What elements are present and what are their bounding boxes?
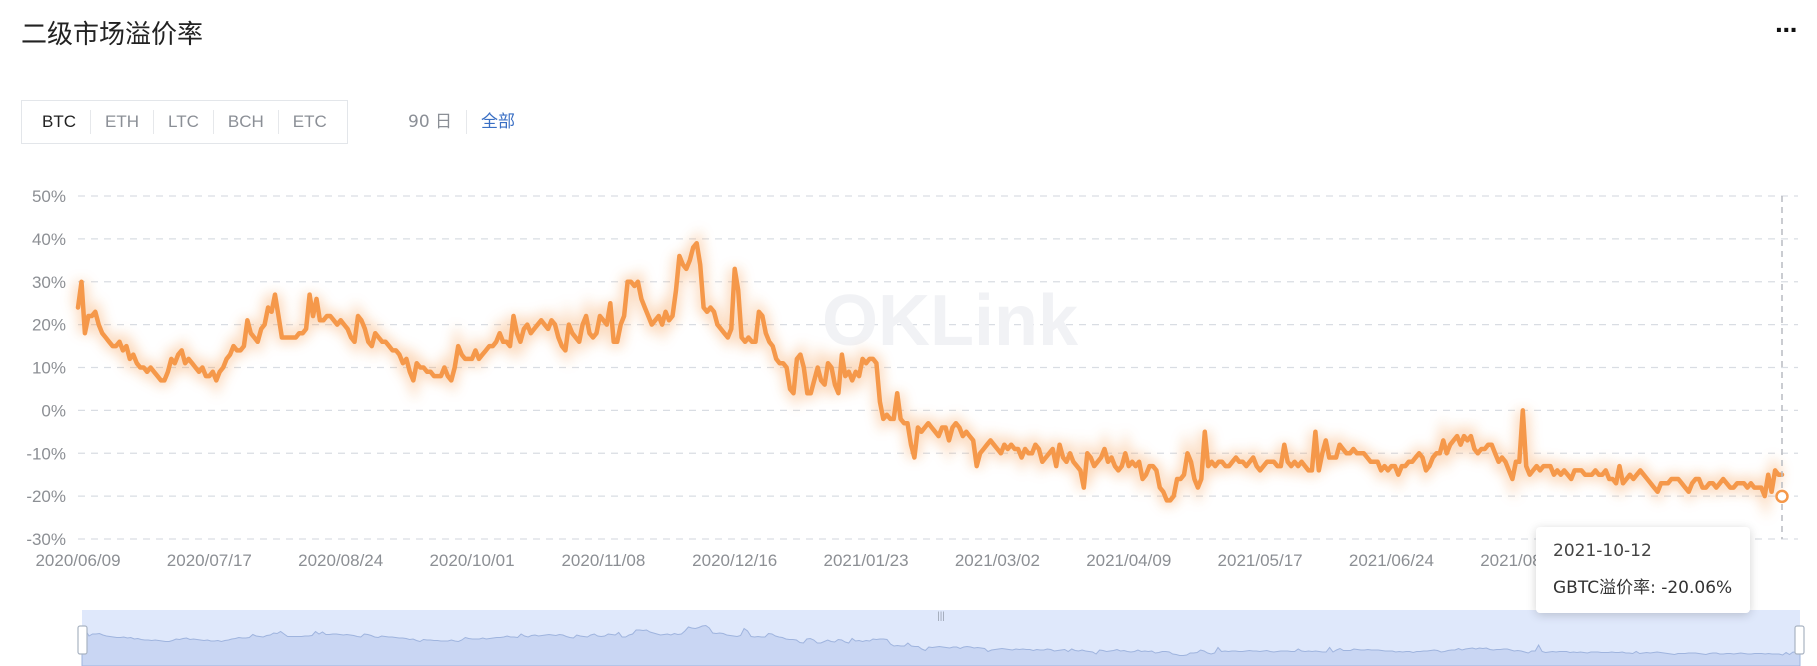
y-tick-label: -10% [26,444,66,463]
range-tabs: 90 日 全部 [394,100,529,144]
coin-tabs: BTC ETH LTC BCH ETC [21,100,348,144]
x-tick-label: 2020/11/08 [561,551,645,570]
tooltip-value: -20.06% [1661,578,1733,598]
x-tick-label: 2021/03/02 [955,551,1040,570]
y-tick-label: -30% [26,530,66,549]
tab-bch[interactable]: BCH [212,110,278,134]
zoom-slider[interactable]: ||| [77,610,1805,666]
zoom-left-handle[interactable] [77,625,88,655]
chart-tooltip: 2021-10-12 GBTC溢价率: -20.06% [1536,527,1750,613]
tab-90-days[interactable]: 90 日 [408,112,453,132]
tab-eth[interactable]: ETH [90,110,153,134]
tooltip-value-row: GBTC溢价率: -20.06% [1553,573,1750,598]
x-tick-label: 2020/08/24 [298,551,383,570]
x-tick-label: 2020/07/17 [167,551,252,570]
highlight-point [1775,489,1789,504]
x-tick-label: 2021/04/09 [1086,551,1171,570]
x-tick-label: 2021/05/17 [1218,551,1303,570]
x-tick-label: 2021/01/23 [824,551,909,570]
tab-ltc[interactable]: LTC [153,110,213,134]
y-tick-label: 10% [32,359,66,378]
grid-lines [78,195,1798,540]
zoom-right-handle[interactable] [1794,625,1805,655]
x-tick-label: 2020/10/01 [429,551,514,570]
y-tick-label: 30% [32,273,66,292]
more-dots-icon[interactable]: ··· [1775,14,1799,45]
y-tick-label: -20% [26,487,66,506]
page-title: 二级市场溢价率 [21,20,204,50]
x-tick-label: 2020/12/16 [692,551,777,570]
x-axis-labels: 2020/06/09 2020/07/17 2020/08/24 2020/10/01… [35,551,1700,570]
y-tick-label: 40% [32,230,66,249]
y-tick-label: 50% [32,187,66,206]
tab-btc[interactable]: BTC [42,112,76,131]
series-line [75,240,1785,503]
tab-all[interactable]: 全部 [466,110,529,134]
zoom-grip-icon[interactable]: ||| [937,611,945,622]
tooltip-date: 2021-10-12 [1553,541,1652,561]
y-tick-label: 0% [41,401,66,420]
watermark-text: OKLink [822,281,1079,361]
x-tick-label: 2020/06/09 [35,551,120,570]
tooltip-series-label: GBTC溢价率: [1553,578,1656,598]
tab-etc[interactable]: ETC [277,110,341,134]
y-tick-label: 20% [32,316,66,335]
zoom-preview-area [81,624,1801,666]
y-axis-labels: 50% 40% 30% 20% 10% 0% -10% -20% -30% [26,187,66,549]
x-tick-label: 2021/06/24 [1349,551,1434,570]
